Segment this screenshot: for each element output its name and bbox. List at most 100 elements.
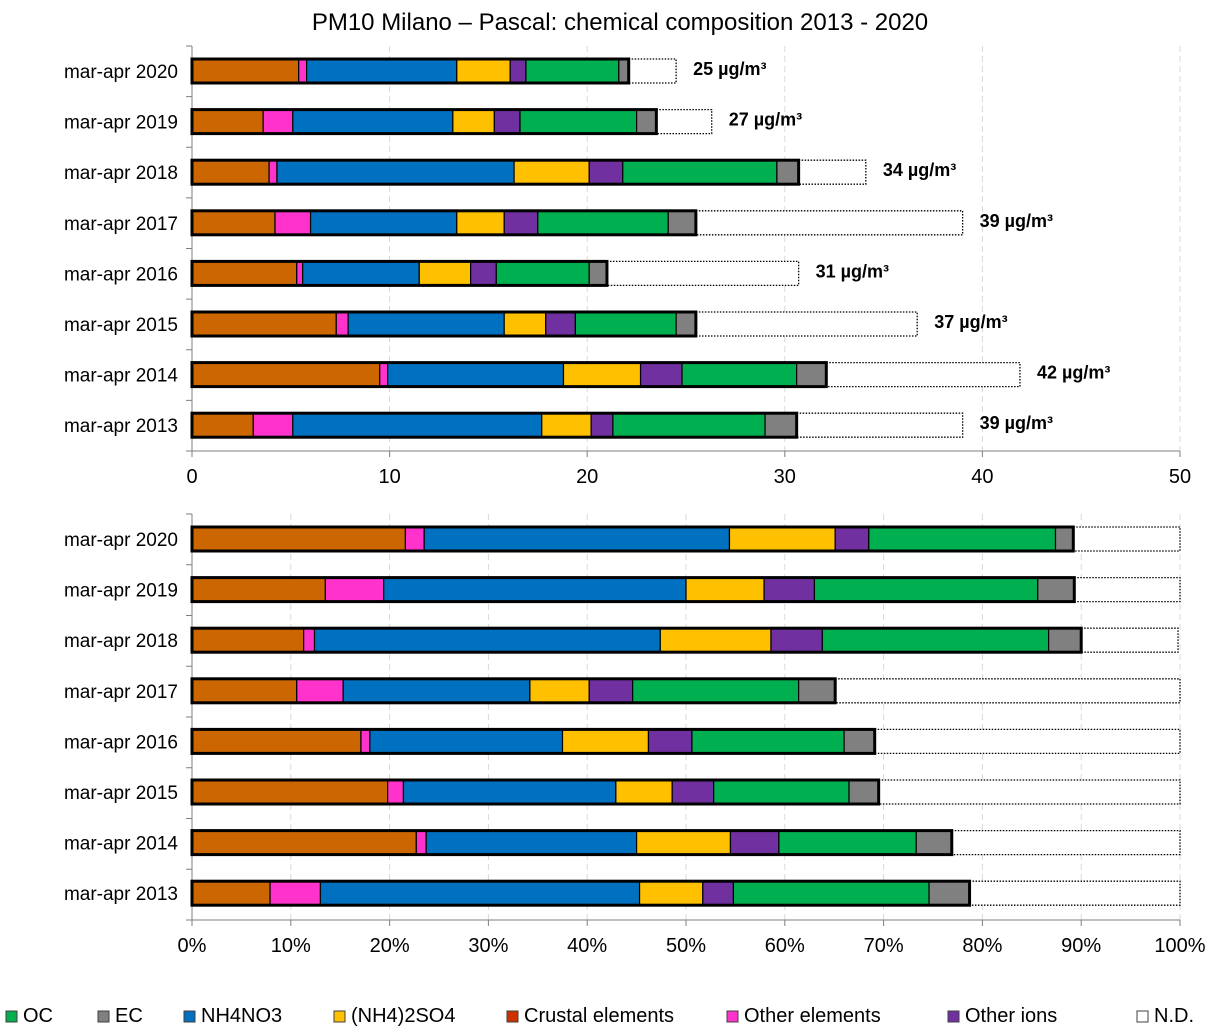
x-tick-label: 0 [186,466,197,488]
bar-segment [191,58,300,84]
total-label: 25 µg/m³ [693,59,766,79]
legend-label: Other elements [744,1005,881,1027]
bar-segment [269,880,322,906]
bar-segment [574,311,677,337]
bar-segment [456,58,511,84]
x-tick-label: 10 [378,466,400,488]
bar-segment [191,108,264,135]
x-tick-label: 90% [1061,935,1101,957]
bar-segment-nd [655,108,713,135]
category-label: mar-apr 2016 [64,732,178,753]
bar-outline [190,259,609,287]
bar-outline [190,108,658,136]
legend-label: N.D. [1154,1005,1194,1027]
bar-outline [190,829,954,857]
bar-segment [495,260,590,286]
bar-segment [732,880,930,906]
legend-label: OC [23,1005,53,1027]
bar-segment [647,728,693,755]
bar-segment [588,678,634,704]
bar-outline [190,158,801,186]
bar-segment [191,829,417,856]
bar-segment [659,627,772,653]
category-label: mar-apr 2017 [64,214,178,235]
bar-segment [675,311,697,337]
category-label: mar-apr 2020 [64,62,178,83]
category-label: mar-apr 2014 [64,834,178,855]
x-tick-label: 50 [1169,466,1191,488]
bar-segment [615,779,673,805]
bar-segment [252,412,294,438]
bar-segment [681,362,798,388]
bar-segment [402,779,617,805]
bar-segment [713,779,850,805]
category-label: mar-apr 2018 [64,631,178,652]
legend-item: Other ions [947,1005,1057,1027]
legend-swatch [726,1010,739,1023]
bar-segment [418,260,472,286]
total-label: 34 µg/m³ [883,160,956,180]
bar-segment [562,362,642,388]
bar-segment [347,311,505,337]
bar-segment-nd [1080,627,1179,653]
x-tick-label: 0% [178,935,207,957]
bar-segment [313,627,661,653]
total-label: 31 µg/m³ [816,261,889,281]
legend-item: OC [5,1005,53,1027]
x-tick-label: 20 [576,466,598,488]
bar-segment [588,260,608,286]
bar-outline [190,57,631,85]
x-tick-label: 70% [864,935,904,957]
bar-segment [545,311,576,337]
category-label: mar-apr 2014 [64,366,178,387]
bar-segment [191,880,271,906]
bar-segment [529,678,590,704]
bar-segment [268,159,278,185]
bar-segment [685,576,765,603]
bar-segment [561,728,650,755]
bar-segment [415,829,427,856]
category-label: mar-apr 2015 [64,315,178,336]
panel-percent: 0% 10% 20% 30% 40% 50% 60% 70% 80% 90% 100% mar-apr… [64,513,1206,957]
legend-swatch [97,1010,110,1023]
bar-segment [425,829,638,856]
bar-segment [868,526,1057,552]
legend-item: NH4NO3 [183,1005,282,1027]
bar-segment [191,210,276,236]
bar-segment [292,108,454,135]
bar-segment [729,829,780,856]
bar-segment [303,627,316,653]
legend-item: Crustal elements [506,1005,674,1027]
bar-segment [298,58,308,84]
bar-segment [191,728,362,755]
bar-segment-nd [606,260,800,287]
bar-segment-nd [951,829,1181,856]
bar-outline [190,361,828,389]
bar-segment [387,362,565,388]
bar-segment [537,210,669,236]
bar-outline [190,727,877,755]
bar-segment [456,210,505,236]
bar-outline [190,677,837,705]
total-label: 27 µg/m³ [729,110,802,130]
total-label: 42 µg/m³ [1037,363,1110,383]
x-tick-label: 20% [370,935,410,957]
bar-segment [702,880,735,906]
category-label: mar-apr 2013 [64,416,178,437]
bar-segment [306,58,458,84]
total-label: 39 µg/m³ [980,211,1053,231]
bar-segment [503,311,547,337]
bar-segment [191,362,381,388]
bar-segment [813,576,1039,603]
category-label: mar-apr 2017 [64,682,178,703]
bar-segment-nd [834,678,1181,704]
x-tick-label: 60% [765,935,805,957]
bar-segment [379,362,389,388]
category-label: mar-apr 2019 [64,113,178,134]
bar-segment [387,779,405,805]
legend-label: EC [115,1005,143,1027]
legend-label: (NH4)2SO4 [351,1005,455,1027]
bar-segment [590,412,614,438]
bar-segment [191,412,254,438]
bar-segment [843,728,876,755]
